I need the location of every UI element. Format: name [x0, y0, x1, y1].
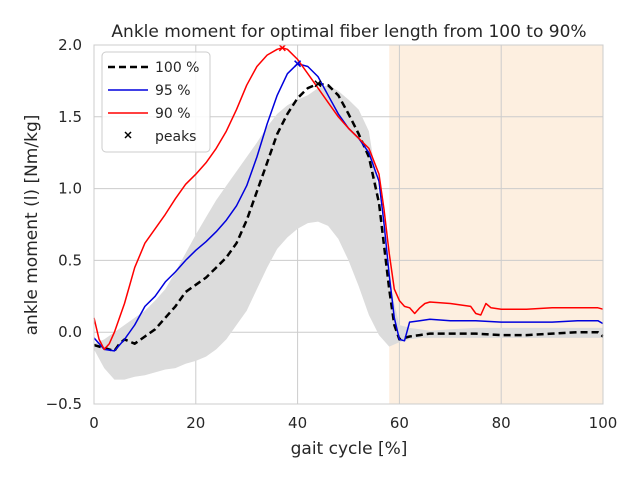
x-tick-label: 20	[186, 414, 205, 432]
peak-marker	[278, 44, 286, 52]
legend-swatch-peaks	[124, 131, 132, 139]
legend: 100 % 95 % 90 % peaks	[101, 51, 211, 153]
x-axis-label: gait cycle [%]	[291, 439, 408, 459]
x-tick-label: 60	[390, 414, 409, 432]
band-layer	[94, 85, 603, 380]
y-tick-label: 1.0	[58, 180, 82, 198]
legend-label-100: 100 %	[155, 60, 199, 76]
series-line-95	[93, 62, 604, 352]
plot-area	[93, 44, 604, 405]
plot-frame	[93, 44, 604, 405]
y-tick-label: 0.5	[58, 251, 82, 269]
series-line-100	[93, 82, 604, 353]
y-tick-label: 0.0	[58, 323, 82, 341]
x-tick-label: 100	[589, 414, 618, 432]
legend-label-peaks: peaks	[155, 129, 196, 145]
y-tick-label: 2.0	[58, 36, 82, 54]
x-tick-label: 80	[492, 414, 511, 432]
shaded-region-layer	[389, 45, 603, 404]
y-tick-labels: −0.5 0.0 0.5 1.0 1.5 2.0	[46, 36, 82, 413]
y-tick-label: 1.5	[58, 108, 82, 126]
legend-label-95: 95 %	[155, 83, 191, 99]
x-tick-label: 40	[288, 414, 307, 432]
series-line-90	[93, 47, 604, 351]
peak-layer	[278, 44, 322, 88]
series-layer	[93, 47, 604, 353]
swing-phase-region	[389, 45, 603, 404]
y-tick-label: −0.5	[46, 395, 82, 413]
x-tick-label: 0	[89, 414, 99, 432]
peak-marker	[294, 60, 302, 68]
peak-marker	[314, 80, 322, 88]
y-axis-label: ankle moment (l) [Nm/kg]	[22, 115, 42, 336]
legend-label-90: 90 %	[155, 106, 191, 122]
legend-box	[101, 51, 211, 153]
x-tick-labels: 0 20 40 60 80 100	[89, 414, 617, 432]
chart-title: Ankle moment for optimal fiber length fr…	[111, 22, 586, 42]
reference-band	[94, 85, 603, 380]
